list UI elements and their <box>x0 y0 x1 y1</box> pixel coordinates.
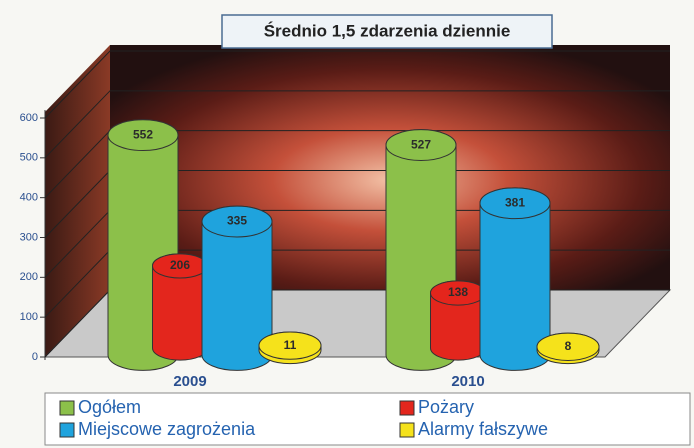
y-tick-label: 200 <box>20 271 38 283</box>
y-tick-label: 0 <box>32 351 38 363</box>
chart-title: Średnio 1,5 zdarzenia dziennie <box>264 21 511 40</box>
x-tick-label: 2009 <box>173 373 206 390</box>
legend-label: Pożary <box>418 397 474 417</box>
y-tick-label: 600 <box>20 112 38 124</box>
data-label: 138 <box>448 285 468 299</box>
legend-label: Alarmy fałszywe <box>418 419 548 439</box>
y-tick-label: 100 <box>20 311 38 323</box>
data-label: 552 <box>133 127 153 141</box>
legend-marker <box>400 423 414 437</box>
legend-marker <box>60 401 74 415</box>
chart: 0 100 200 300 400 500 600 2009 552 206 335 11 2010 5… <box>0 0 694 448</box>
legend-marker <box>400 401 414 415</box>
y-tick-label: 500 <box>20 152 38 164</box>
legend-label: Ogółem <box>78 397 141 417</box>
data-label: 206 <box>170 258 190 272</box>
y-tick-label: 400 <box>20 192 38 204</box>
x-tick-label: 2010 <box>451 373 484 390</box>
data-label: 381 <box>505 195 525 209</box>
data-label: 8 <box>565 339 572 353</box>
legend-marker <box>60 423 74 437</box>
data-label: 11 <box>284 338 297 352</box>
legend-label: Miejscowe zagrożenia <box>78 419 256 439</box>
y-tick-label: 300 <box>20 231 38 243</box>
data-label: 527 <box>411 137 431 151</box>
data-label: 335 <box>227 214 247 228</box>
